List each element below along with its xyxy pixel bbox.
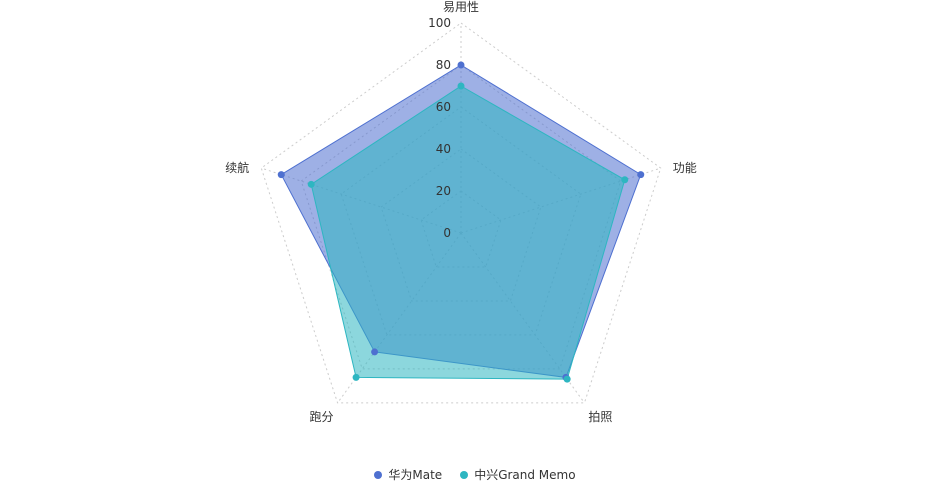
radar-tick-labels: 0 20 40 60 80 100	[428, 16, 451, 240]
axis-label-features: 功能	[673, 161, 697, 175]
axis-label-usability: 易用性	[443, 0, 479, 14]
legend-marker-zte	[460, 470, 469, 479]
series-0-point-0[interactable]	[457, 61, 465, 69]
series-area-1[interactable]	[310, 85, 626, 380]
radar-series	[277, 61, 645, 383]
axis-label-benchmark: 跑分	[310, 410, 334, 424]
series-0-point-1[interactable]	[637, 171, 645, 179]
series-1-point-0[interactable]	[457, 82, 465, 90]
legend-marker-huawei	[374, 470, 383, 479]
series-1-point-4[interactable]	[307, 180, 315, 188]
chart-legend: 华为Mate 中兴Grand Memo	[0, 466, 950, 483]
series-0-point-3[interactable]	[371, 348, 379, 356]
tick-label-60: 60	[436, 100, 451, 114]
axis-label-battery: 续航	[225, 160, 249, 175]
legend-label-huawei: 华为Mate	[388, 468, 443, 482]
series-1-point-3[interactable]	[352, 373, 360, 381]
tick-label-100: 100	[428, 16, 451, 30]
series-1-point-2[interactable]	[563, 375, 571, 383]
tick-label-20: 20	[436, 184, 451, 198]
grid-ring-5	[260, 22, 662, 404]
tick-label-40: 40	[436, 142, 451, 156]
series-0-point-4[interactable]	[277, 171, 285, 179]
series-1-point-1[interactable]	[621, 176, 629, 184]
legend-item-zte[interactable]: 中兴Grand Memo	[460, 466, 576, 483]
axis-label-camera: 拍照	[588, 409, 612, 424]
radar-axis-labels: 易用性 功能 拍照 跑分 续航	[225, 0, 696, 424]
legend-item-huawei[interactable]: 华为Mate	[374, 466, 442, 483]
tick-label-0: 0	[443, 226, 451, 240]
tick-label-80: 80	[436, 58, 451, 72]
legend-label-zte: 中兴Grand Memo	[474, 468, 576, 482]
